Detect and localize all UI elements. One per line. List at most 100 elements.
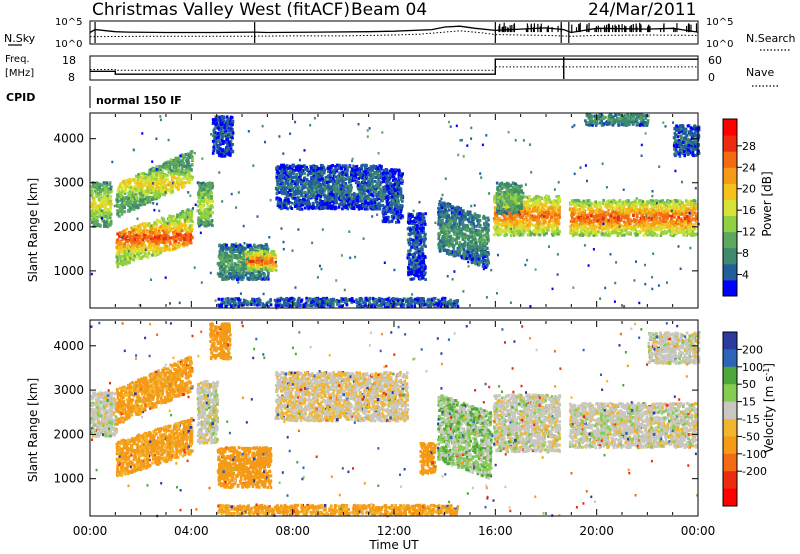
power-cell — [340, 168, 343, 171]
power-cell — [103, 185, 106, 188]
power-cell — [154, 236, 157, 239]
power-cell — [335, 196, 338, 199]
freq-tick-bottom: 8 — [68, 71, 75, 84]
power-cell — [241, 263, 244, 266]
power-cell — [184, 165, 187, 168]
power-cell — [116, 213, 119, 216]
power-cell — [121, 213, 124, 216]
power-cell — [401, 214, 404, 217]
power-cell — [345, 204, 348, 207]
power-cell — [105, 211, 108, 214]
power-cell — [310, 167, 313, 170]
power-cell — [359, 185, 362, 188]
power-cell — [124, 254, 127, 257]
power-cell — [250, 251, 253, 254]
noise-lines — [90, 22, 698, 43]
power-cell — [157, 251, 160, 254]
power-cell — [361, 177, 364, 180]
power-cell — [347, 203, 350, 206]
power-cell — [135, 175, 138, 178]
power-cell — [220, 245, 223, 248]
power-cell — [337, 175, 340, 178]
power-cell — [282, 175, 285, 178]
power-cell — [302, 195, 305, 198]
power-cell — [297, 196, 300, 199]
power-cell — [126, 228, 129, 231]
power-cell — [298, 190, 301, 193]
power-cell — [167, 238, 170, 241]
power-cell — [229, 152, 232, 155]
power-cell — [304, 168, 307, 171]
power-cell — [124, 190, 127, 193]
power-cell — [217, 132, 220, 135]
power-cell — [312, 178, 315, 181]
power-cell — [374, 165, 377, 168]
power-cell — [109, 181, 112, 184]
power-cell — [312, 202, 315, 205]
power-cell — [382, 197, 385, 200]
power-cell — [139, 248, 142, 251]
power-cell — [320, 207, 323, 210]
power-cell — [300, 181, 303, 184]
power-cell — [163, 231, 166, 234]
power-cell — [116, 193, 119, 196]
power-cell — [378, 175, 381, 178]
power-cell — [277, 202, 280, 205]
power-cell — [160, 236, 163, 239]
power-cell — [129, 231, 132, 234]
power-cell — [162, 234, 165, 237]
power-cell — [186, 162, 189, 165]
nsky-label: N.Sky — [4, 32, 36, 45]
power-cell — [397, 216, 400, 219]
power-cell — [339, 184, 342, 187]
power-cell — [99, 224, 102, 227]
power-cell — [357, 177, 360, 180]
power-cell — [183, 169, 186, 172]
power-cell — [256, 257, 259, 260]
power-cell — [123, 206, 126, 209]
power-cell — [286, 182, 289, 185]
power-cell — [154, 221, 157, 224]
power-cell — [251, 275, 254, 278]
power-cell — [397, 182, 400, 185]
power-cell — [273, 253, 276, 256]
power-cell — [285, 187, 288, 190]
power-cell — [401, 194, 404, 197]
power-cell — [253, 257, 256, 260]
power-cell — [165, 245, 168, 248]
power-cell — [203, 188, 206, 191]
power-cell — [105, 190, 108, 193]
power-cell — [391, 188, 394, 191]
power-cell — [154, 253, 157, 256]
power-cell — [265, 261, 268, 264]
power-cell — [133, 255, 136, 258]
power-cell — [230, 276, 233, 279]
power-cell — [125, 237, 128, 240]
power-cell — [296, 178, 299, 181]
power-cell — [155, 174, 158, 177]
power-cell — [239, 251, 242, 254]
power-cell — [228, 259, 231, 262]
power-cell — [232, 277, 235, 280]
power-cell — [341, 171, 344, 174]
power-cell — [134, 238, 137, 241]
power-cell — [389, 210, 392, 213]
power-cell — [316, 191, 319, 194]
power-cell — [270, 258, 273, 261]
power-cell — [377, 180, 380, 183]
power-cell — [370, 201, 373, 204]
power-cell — [245, 253, 248, 256]
power-cell — [118, 235, 121, 238]
power-cell — [337, 167, 340, 170]
power-cell — [171, 176, 174, 179]
power-cell — [138, 236, 141, 239]
power-cell — [252, 269, 255, 272]
power-cell — [120, 255, 123, 258]
power-cell — [170, 184, 173, 187]
power-cell — [289, 189, 292, 192]
power-cell — [187, 238, 190, 241]
power-cell — [307, 190, 310, 193]
power-cell — [152, 250, 155, 253]
power-cell — [264, 278, 267, 281]
power-cell — [291, 165, 294, 168]
